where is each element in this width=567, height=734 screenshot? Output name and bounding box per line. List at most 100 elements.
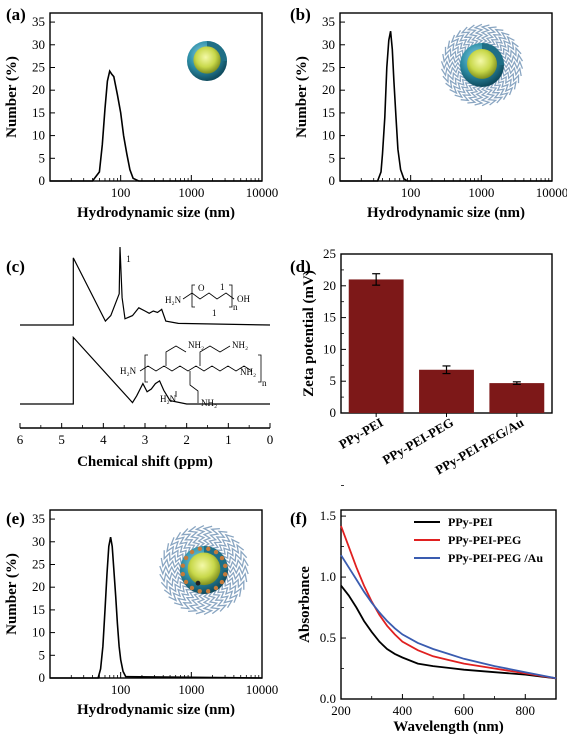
oxygen-atom: O bbox=[198, 283, 205, 293]
x-tick-label: 10000 bbox=[246, 185, 279, 200]
y-tick-label: 35 bbox=[32, 511, 45, 526]
bracket-left bbox=[191, 284, 195, 308]
nmr-spectrum bbox=[20, 335, 270, 405]
peg-chain bbox=[221, 584, 239, 603]
pegylated-particle-icon bbox=[440, 23, 524, 107]
peg-chain bbox=[454, 82, 471, 99]
y-tick-label: 0 bbox=[329, 173, 336, 188]
peg-chain bbox=[442, 53, 462, 64]
peg-chain bbox=[444, 46, 462, 60]
peg-chain bbox=[188, 592, 200, 613]
pei-amine: NH₂ bbox=[188, 340, 204, 350]
peg-chain bbox=[485, 26, 497, 45]
pei-backbone bbox=[139, 365, 253, 372]
nmr-spectrum bbox=[20, 246, 271, 326]
bar bbox=[419, 369, 474, 413]
peg-chain bbox=[226, 571, 248, 583]
y-tick-label: 15 bbox=[323, 310, 336, 325]
y-tick-label: 20 bbox=[323, 278, 336, 293]
peg-chain bbox=[473, 86, 484, 106]
peg-chain bbox=[440, 66, 462, 78]
peg-chain bbox=[460, 84, 475, 102]
y-tick-label: 15 bbox=[32, 602, 45, 617]
peg-chain bbox=[485, 84, 498, 106]
peg-chain bbox=[174, 588, 192, 607]
y-tick-label: 25 bbox=[32, 556, 45, 571]
peg-chain bbox=[208, 527, 220, 548]
peg-chain bbox=[226, 564, 249, 576]
peg-chain bbox=[447, 40, 464, 56]
peg-chain bbox=[449, 78, 468, 95]
peg-chain bbox=[207, 591, 221, 615]
peg-chain bbox=[159, 564, 182, 576]
y-tick-label: 10 bbox=[323, 341, 336, 356]
peg-chain bbox=[180, 528, 196, 551]
panel-label-a: (a) bbox=[6, 5, 26, 24]
peg-chain bbox=[159, 571, 182, 583]
x-tick-label: 100 bbox=[111, 185, 131, 200]
pei-amine: NH₂ bbox=[201, 398, 217, 408]
peg-chain bbox=[202, 592, 214, 615]
pei-amine-left: H₂N bbox=[120, 366, 137, 376]
absorbance-line bbox=[340, 525, 557, 680]
bracket-left bbox=[144, 354, 148, 383]
gold-nanoparticle bbox=[180, 571, 185, 577]
peg-chain bbox=[202, 525, 213, 548]
y-tick-label: 30 bbox=[32, 37, 45, 52]
au-decorated-particle-icon bbox=[159, 525, 249, 615]
pei-structure: H₂N NH₂ NH₂ H₂N NH₂ NH₂ n bbox=[120, 340, 267, 408]
peg-chain bbox=[480, 24, 491, 44]
x-tick-label: 10000 bbox=[246, 682, 279, 697]
x-tick-label: 400 bbox=[393, 703, 413, 718]
peg-chain bbox=[166, 543, 184, 560]
x-axis-label: Chemical shift (ppm) bbox=[77, 454, 213, 470]
x-axis-label: Hydrodynamic size (nm) bbox=[77, 702, 235, 718]
peg-chain bbox=[493, 80, 509, 100]
y-tick-label: 1.0 bbox=[320, 569, 336, 584]
peg-chain bbox=[212, 530, 228, 549]
legend-entry: PPy-PEI-PEG bbox=[448, 533, 521, 547]
peg-chain bbox=[442, 70, 464, 84]
panel-label-d: (d) bbox=[290, 257, 311, 276]
y-tick-label: 0.5 bbox=[320, 630, 336, 645]
y-tick-label: 10 bbox=[32, 128, 45, 143]
gold-nanoparticle bbox=[180, 563, 186, 568]
pei-amine: H₂N bbox=[160, 394, 177, 404]
peg-chain bbox=[163, 550, 183, 564]
gold-nanoparticle bbox=[189, 585, 195, 591]
y-axis-label: Absorbance bbox=[297, 566, 313, 643]
x-tick-label: 600 bbox=[454, 703, 474, 718]
position-label: 1 bbox=[220, 282, 225, 292]
gold-nanoparticle bbox=[213, 585, 219, 591]
peg-chain bbox=[497, 77, 514, 96]
peg-chain bbox=[489, 83, 504, 104]
peg-chain bbox=[225, 576, 245, 590]
plot-frame bbox=[339, 12, 553, 182]
y-axis-label: Number (%) bbox=[4, 56, 20, 138]
x-tick-label: 4 bbox=[100, 432, 107, 447]
peg-chain bbox=[216, 533, 234, 552]
y-tick-label: 25 bbox=[32, 59, 45, 74]
absorbance-line bbox=[340, 554, 557, 680]
peg-chain bbox=[467, 85, 479, 104]
plot-frame bbox=[340, 509, 557, 700]
chart-panel-e: 100 1000 10000 0 5 10 15 20 25 30 35 Hydrodynamic s… bbox=[4, 509, 279, 718]
particle-core bbox=[187, 552, 221, 586]
peg-backbone bbox=[182, 292, 235, 300]
chart-panel-f: 200 400 600 800 0.0 0.5 1.0 1.5 Wavelength (nm) A… bbox=[297, 485, 557, 734]
y-tick-label: 20 bbox=[32, 579, 45, 594]
gold-nanoparticle bbox=[183, 555, 189, 561]
y-axis-label: Number (%) bbox=[4, 553, 20, 635]
size-distribution-line bbox=[340, 31, 552, 182]
x-tick-label: 800 bbox=[516, 703, 536, 718]
y-tick-label: 10 bbox=[322, 128, 335, 143]
x-tick-label: 100 bbox=[111, 682, 131, 697]
y-tick-label: 5 bbox=[39, 647, 46, 662]
y-tick-label: 0.0 bbox=[320, 691, 336, 706]
x-tick-label: 6 bbox=[17, 432, 24, 447]
peg-chain bbox=[187, 525, 201, 549]
y-axis-label: Zeta potential (mV) bbox=[301, 270, 317, 397]
peg-chain bbox=[217, 587, 234, 609]
